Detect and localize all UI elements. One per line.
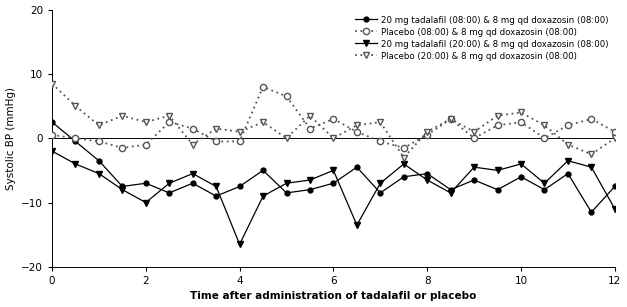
X-axis label: Time after administration of tadalafil or placebo: Time after administration of tadalafil o… [190, 291, 477, 301]
Y-axis label: Systolic BP (mmHg): Systolic BP (mmHg) [6, 87, 16, 190]
Legend: 20 mg tadalafil (08:00) & 8 mg qd doxazosin (08:00), Placebo (08:00) & 8 mg qd d: 20 mg tadalafil (08:00) & 8 mg qd doxazo… [354, 14, 611, 62]
